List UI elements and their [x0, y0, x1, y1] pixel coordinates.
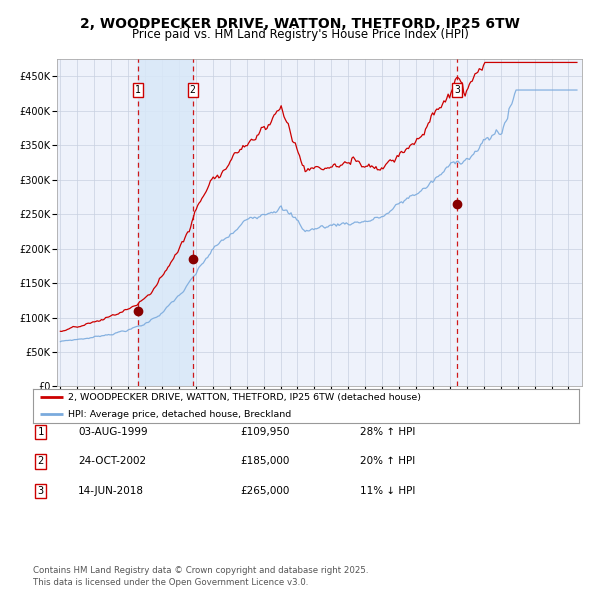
Text: £109,950: £109,950: [240, 427, 290, 437]
Text: 3: 3: [38, 486, 44, 496]
Text: £185,000: £185,000: [240, 457, 289, 466]
Text: 3: 3: [454, 85, 460, 95]
Text: 11% ↓ HPI: 11% ↓ HPI: [360, 486, 415, 496]
Text: 2, WOODPECKER DRIVE, WATTON, THETFORD, IP25 6TW (detached house): 2, WOODPECKER DRIVE, WATTON, THETFORD, I…: [68, 393, 421, 402]
Text: 2: 2: [38, 457, 44, 466]
Text: 14-JUN-2018: 14-JUN-2018: [78, 486, 144, 496]
Text: 03-AUG-1999: 03-AUG-1999: [78, 427, 148, 437]
Text: HPI: Average price, detached house, Breckland: HPI: Average price, detached house, Brec…: [68, 410, 292, 419]
Text: 1: 1: [38, 427, 44, 437]
Text: 20% ↑ HPI: 20% ↑ HPI: [360, 457, 415, 466]
Text: 2: 2: [190, 85, 196, 95]
Text: 28% ↑ HPI: 28% ↑ HPI: [360, 427, 415, 437]
Text: 1: 1: [135, 85, 141, 95]
Text: £265,000: £265,000: [240, 486, 289, 496]
Text: 2, WOODPECKER DRIVE, WATTON, THETFORD, IP25 6TW: 2, WOODPECKER DRIVE, WATTON, THETFORD, I…: [80, 17, 520, 31]
Text: 24-OCT-2002: 24-OCT-2002: [78, 457, 146, 466]
Text: Price paid vs. HM Land Registry's House Price Index (HPI): Price paid vs. HM Land Registry's House …: [131, 28, 469, 41]
Bar: [138, 59, 193, 386]
Text: Contains HM Land Registry data © Crown copyright and database right 2025.
This d: Contains HM Land Registry data © Crown c…: [33, 566, 368, 587]
